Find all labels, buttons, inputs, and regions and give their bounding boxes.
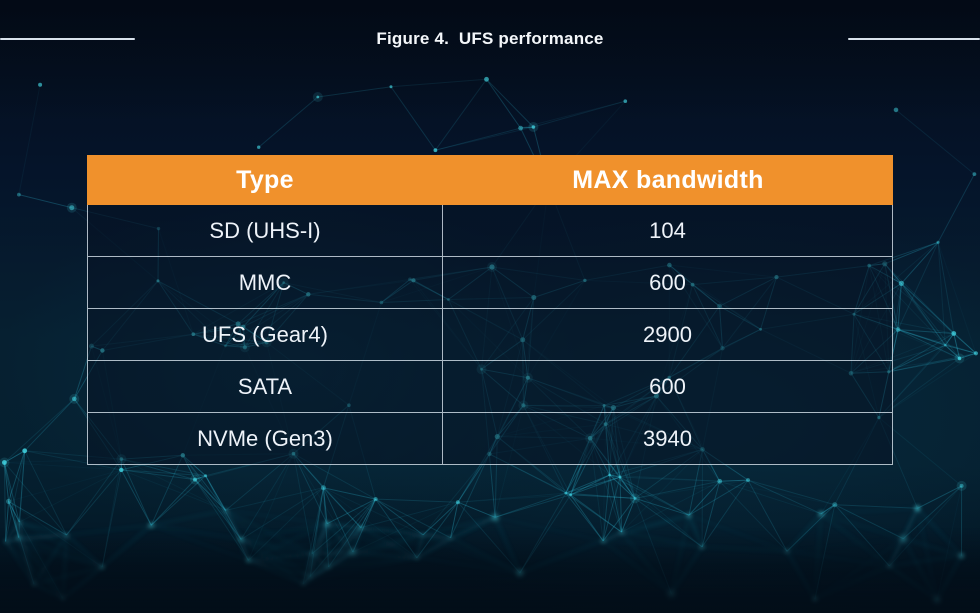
table-row: NVMe (Gen3) 3940	[88, 412, 892, 464]
cell-type: UFS (Gear4)	[88, 309, 443, 360]
title-rule-right	[848, 38, 980, 40]
cell-type: SD (UHS-I)	[88, 205, 443, 256]
top-shade-overlay	[0, 0, 980, 120]
table-header-row: Type MAX bandwidth	[87, 155, 893, 205]
table-body: SD (UHS-I) 104 MMC 600 UFS (Gear4) 2900 SATA 60…	[87, 205, 893, 465]
table-row: MMC 600	[88, 256, 892, 308]
cell-type: MMC	[88, 257, 443, 308]
cell-bandwidth: 2900	[443, 309, 892, 360]
table-row: SD (UHS-I) 104	[88, 205, 892, 256]
title-rule-left	[0, 38, 135, 40]
cell-bandwidth: 104	[443, 205, 892, 256]
cell-type: NVMe (Gen3)	[88, 413, 443, 464]
figure-title: Figure 4. UFS performance	[376, 29, 604, 48]
cell-bandwidth: 3940	[443, 413, 892, 464]
column-header-type: Type	[236, 165, 294, 194]
column-header-max-bandwidth: MAX bandwidth	[572, 165, 764, 194]
bottom-shade-overlay	[0, 528, 980, 613]
cell-bandwidth: 600	[443, 257, 892, 308]
cell-type: SATA	[88, 361, 443, 412]
table-row: UFS (Gear4) 2900	[88, 308, 892, 360]
table-row: SATA 600	[88, 360, 892, 412]
ufs-performance-table: Type MAX bandwidth SD (UHS-I) 104 MMC 600 UF…	[87, 155, 893, 465]
cell-bandwidth: 600	[443, 361, 892, 412]
